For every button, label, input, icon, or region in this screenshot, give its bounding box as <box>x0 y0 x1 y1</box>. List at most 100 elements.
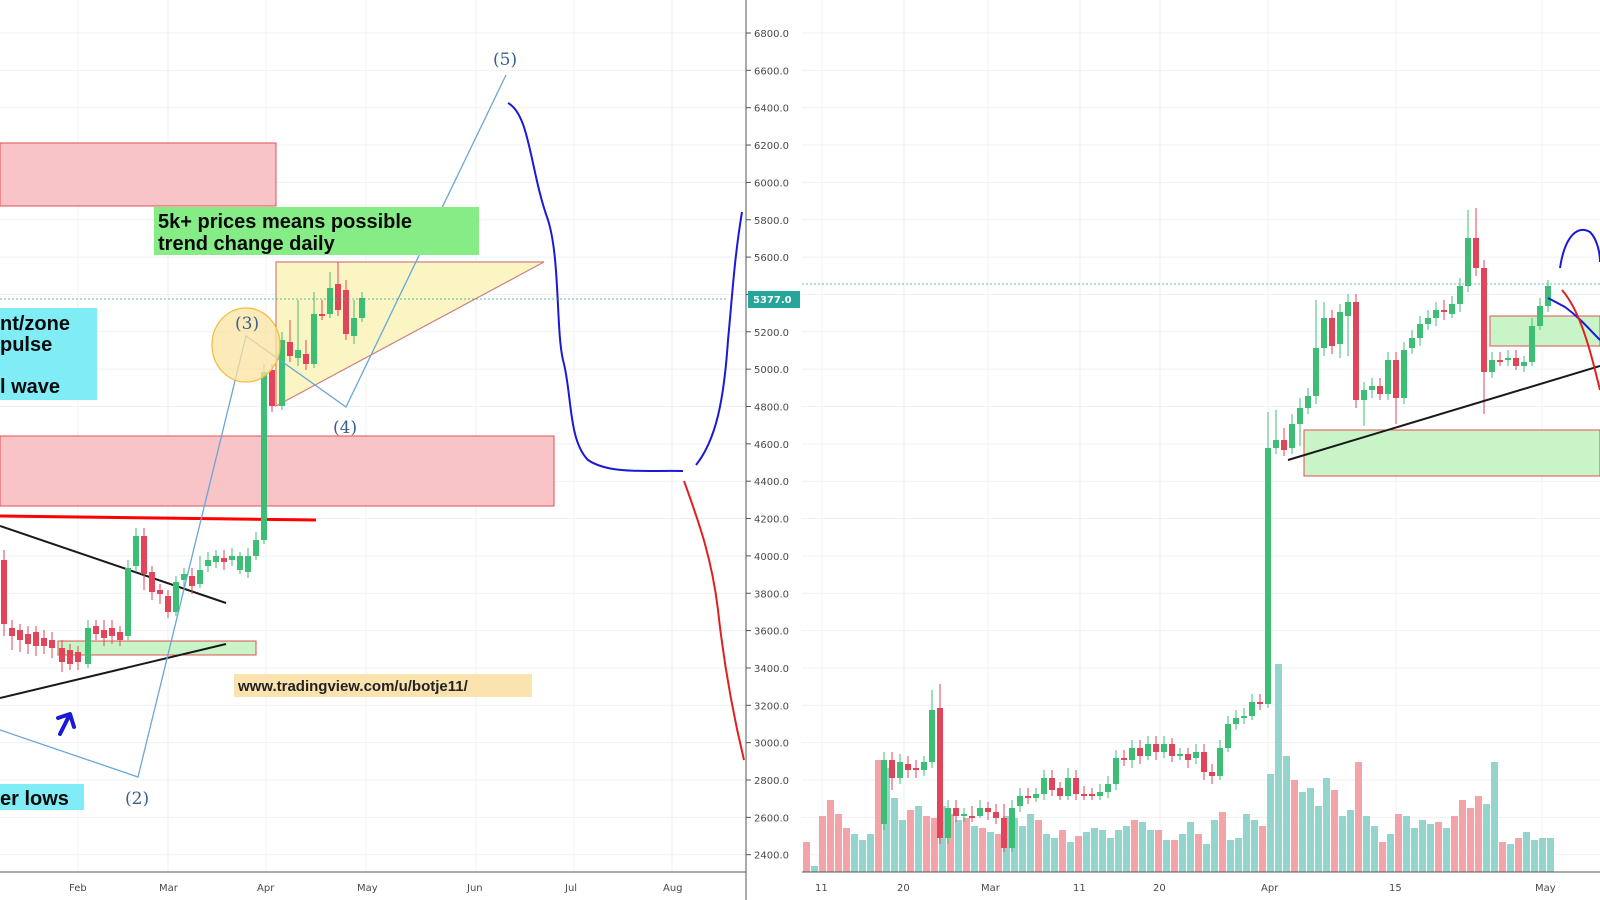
candle-body <box>1249 702 1255 716</box>
price-tick-label: 6800.0 <box>754 29 789 40</box>
candle-body <box>279 340 285 406</box>
price-tick-label: 5800.0 <box>754 216 789 227</box>
candle-body <box>1009 808 1015 848</box>
candle-body <box>173 582 179 612</box>
left-time-tick-label: Aug <box>663 883 683 894</box>
right-candles <box>881 208 1551 852</box>
candle-body <box>1417 324 1423 338</box>
volume-bar <box>971 826 978 872</box>
candle-body <box>881 760 887 824</box>
candle-body <box>1097 792 1103 796</box>
candle-body <box>9 628 15 636</box>
volume-bar <box>995 834 1002 872</box>
volume-bar <box>1107 838 1114 872</box>
volume-bar <box>1355 762 1362 872</box>
candle-body <box>1169 744 1175 756</box>
volume-bar <box>1035 820 1042 872</box>
volume-bar <box>827 800 834 872</box>
resistance-line <box>0 514 317 522</box>
left-time-tick-label: Jul <box>564 883 577 894</box>
volume-bar <box>1403 816 1410 872</box>
candle-body <box>93 626 99 634</box>
candle-body <box>1441 310 1447 312</box>
candle-body <box>205 560 211 566</box>
volume-bar <box>1331 790 1338 872</box>
trend-note-line1: 5k+ prices means possible <box>158 211 412 233</box>
volume-bar <box>1547 838 1554 872</box>
volume-bar <box>1539 838 1546 872</box>
blue-projection-right-panel <box>1547 297 1600 341</box>
candle-body <box>25 634 31 644</box>
candle-body <box>295 350 301 358</box>
price-tick-label: 4200.0 <box>754 515 789 526</box>
candle-body <box>1257 702 1263 704</box>
candle-body <box>181 574 187 580</box>
candle-body <box>237 556 243 570</box>
candle-body <box>1321 318 1327 348</box>
volume-bar <box>947 814 954 872</box>
volume-bar <box>955 820 962 872</box>
left-candles <box>1 262 365 672</box>
candle-body <box>17 630 23 640</box>
candle-body <box>1105 784 1111 792</box>
candle-body <box>351 318 357 336</box>
candle-body <box>1089 794 1095 796</box>
candle-body <box>125 568 131 636</box>
candle-body <box>1385 360 1391 394</box>
candle-body <box>905 764 911 770</box>
candle-body <box>1 560 7 624</box>
wave-label-3: (3) <box>235 314 259 334</box>
volume-bar <box>1515 838 1522 872</box>
candle-body <box>1081 794 1087 796</box>
volume-bar <box>1051 838 1058 872</box>
candle-body <box>1209 772 1215 776</box>
candle-body <box>85 628 91 664</box>
volume-bar <box>1339 816 1346 872</box>
candle-body <box>1481 268 1487 372</box>
volume-bar <box>1019 826 1026 872</box>
candle-body <box>985 808 991 812</box>
candle-body <box>1353 302 1359 400</box>
volume-bar <box>1435 822 1442 872</box>
volume-bar <box>1427 824 1434 872</box>
volume-bar <box>1387 834 1394 872</box>
supply-zone-upper <box>0 142 277 207</box>
candle-body <box>1361 390 1367 400</box>
candle-body <box>335 284 341 310</box>
candle-body <box>1281 440 1287 450</box>
volume-bar <box>867 834 874 872</box>
candle-body <box>1033 794 1039 798</box>
candle-body <box>359 298 365 318</box>
volume-bar <box>1275 664 1282 872</box>
volume-bar <box>931 818 938 872</box>
lows-note-text: er lows <box>0 788 69 810</box>
candle-body <box>269 370 275 406</box>
candle-body <box>213 556 219 562</box>
volume-bar <box>1195 834 1202 872</box>
left-time-tick-label: May <box>357 883 378 894</box>
volume-bar <box>851 834 858 872</box>
candle-body <box>1465 238 1471 286</box>
candle-body <box>75 652 81 662</box>
candle-body <box>937 708 943 838</box>
blue-bump-right-panel <box>1559 229 1600 269</box>
volume-bar <box>1467 808 1474 872</box>
volume-bar <box>1315 806 1322 872</box>
right-time-tick-label: 11 <box>815 883 828 894</box>
zone-note-line3: l wave <box>0 376 60 398</box>
candle-body <box>229 556 235 560</box>
volume-bar <box>1299 792 1306 872</box>
volume-bar <box>1179 834 1186 872</box>
volume-bar <box>1291 780 1298 872</box>
left-time-tick-label: Feb <box>69 883 87 894</box>
price-tick-label: 4800.0 <box>754 403 789 414</box>
volume-bar <box>1075 836 1082 872</box>
current-price-value: 5377.0 <box>753 295 792 306</box>
left-time-tick-label: Apr <box>257 883 275 894</box>
volume-bar <box>859 840 866 872</box>
volume-bar <box>1379 842 1386 872</box>
wave-label-2: (2) <box>125 789 149 809</box>
candle-body <box>117 632 123 640</box>
